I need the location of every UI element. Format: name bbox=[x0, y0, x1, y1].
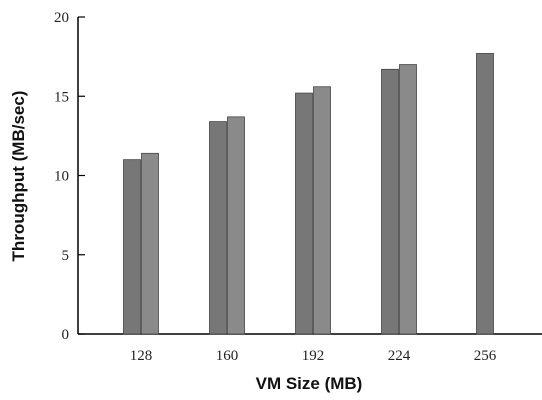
bar-128-series-2 bbox=[141, 152, 159, 335]
bar-160-series-1 bbox=[209, 121, 227, 335]
x-tick-label: 160 bbox=[216, 348, 239, 364]
x-tick-label: 256 bbox=[474, 348, 497, 364]
y-tick-label: 10 bbox=[54, 169, 69, 185]
bar-224-series-2 bbox=[399, 64, 417, 335]
x-tick-label: 128 bbox=[130, 348, 153, 364]
bar-192-series-2 bbox=[313, 86, 331, 335]
x-tick-label: 192 bbox=[302, 348, 325, 364]
y-axis-title: Throughput (MB/sec) bbox=[9, 91, 28, 262]
y-tick-label: 0 bbox=[62, 327, 70, 343]
bar-192-series-1 bbox=[295, 92, 313, 335]
x-tick-label: 224 bbox=[388, 348, 411, 364]
y-tick-label: 5 bbox=[62, 248, 70, 264]
y-ticks: 0 5 10 15 20 bbox=[54, 10, 85, 343]
bar-224-series-1 bbox=[381, 68, 399, 335]
bar-160-series-2 bbox=[227, 116, 245, 335]
x-ticks: 128 160 192 224 256 bbox=[130, 348, 497, 364]
bars bbox=[123, 53, 494, 335]
x-axis-title: VM Size (MB) bbox=[256, 374, 363, 393]
bar-128-series-1 bbox=[123, 159, 141, 335]
y-tick-label: 20 bbox=[54, 10, 69, 26]
y-tick-label: 15 bbox=[54, 89, 69, 105]
bar-256-series-1 bbox=[476, 53, 494, 335]
